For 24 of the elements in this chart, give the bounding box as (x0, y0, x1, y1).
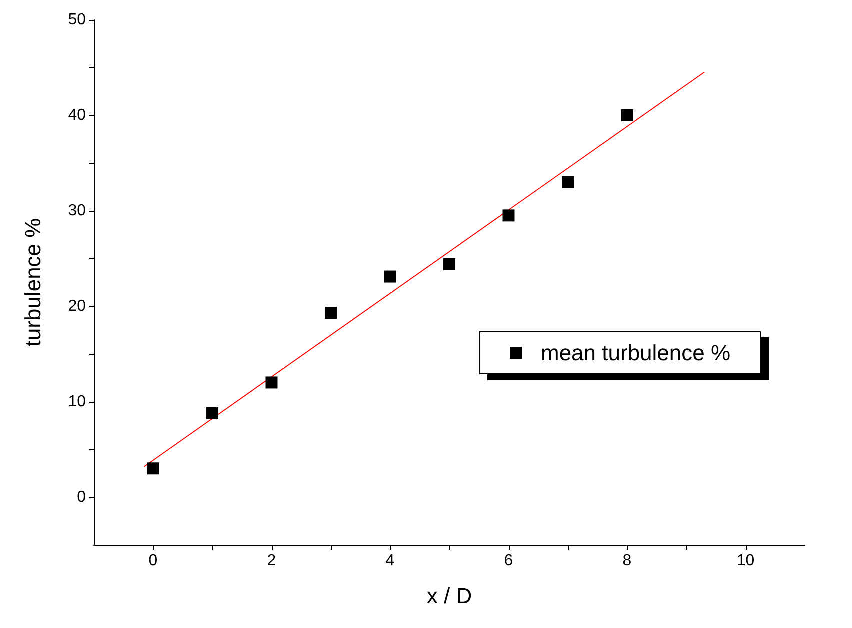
x-tick-label: 6 (504, 552, 514, 570)
point (502, 210, 515, 222)
point (325, 307, 337, 320)
x-tick-label: 4 (386, 552, 395, 570)
y-tick-label: 0 (77, 488, 86, 506)
point (266, 376, 278, 389)
x-tick-label: 10 (736, 552, 755, 570)
x-tick-label: 0 (148, 552, 158, 570)
point (562, 176, 574, 188)
legend-label: mean turbulence % (541, 340, 731, 366)
x-axis-title: x / D (426, 584, 472, 608)
y-tick-label: 50 (68, 12, 86, 28)
point (621, 109, 634, 122)
point (384, 270, 396, 283)
y-tick-label: 40 (68, 106, 86, 124)
y-tick-label: 30 (68, 202, 86, 220)
y-tick-label: 20 (68, 298, 86, 315)
x-tick-label: 8 (622, 552, 632, 570)
point (206, 407, 218, 420)
y-tick-label: 10 (68, 393, 86, 410)
point (147, 462, 160, 475)
y-axis-title: turbulence % (20, 218, 46, 347)
point (444, 258, 456, 270)
x-tick-label: 2 (267, 552, 276, 570)
